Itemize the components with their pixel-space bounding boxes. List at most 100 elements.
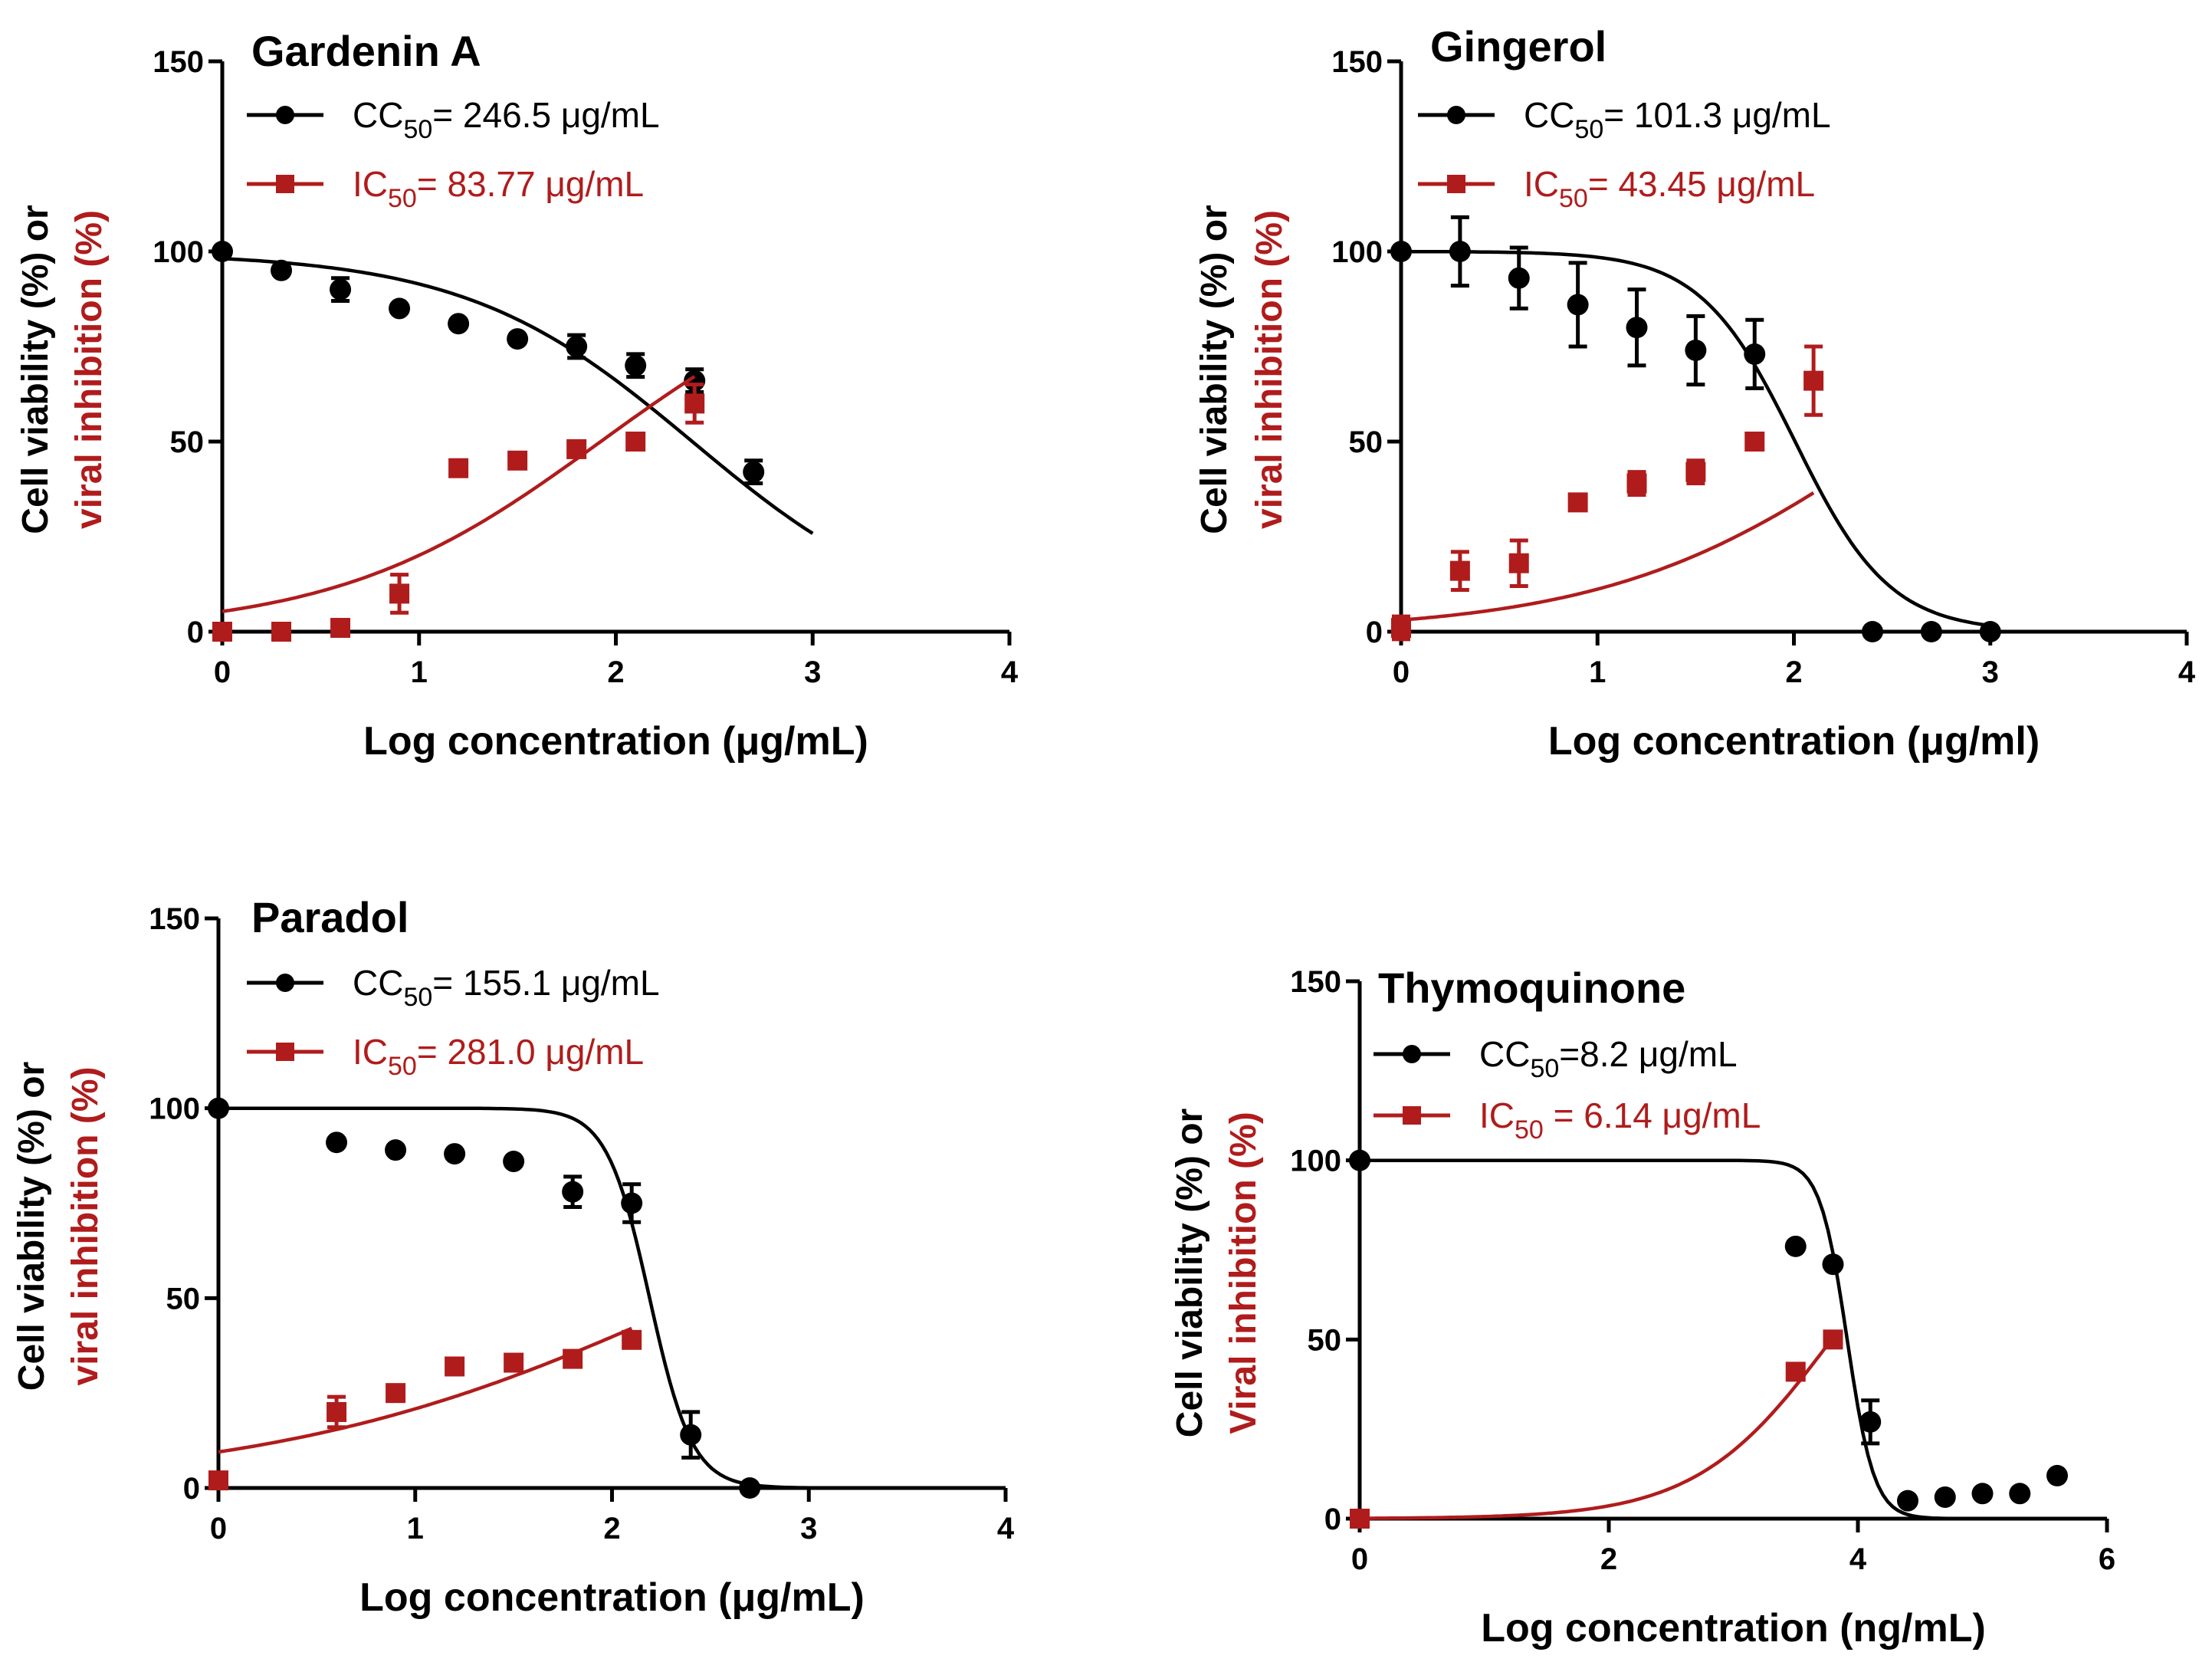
x-tick-label: 0 <box>1351 1542 1368 1576</box>
data-point-cc <box>448 313 470 335</box>
x-tick-label: 4 <box>1001 655 1019 689</box>
y-axis-label-viability: Cell viability (%) or <box>1170 1109 1210 1437</box>
y-tick-label: 50 <box>1349 425 1383 459</box>
legend-label-cc: CC50= 155.1 μg/mL <box>353 963 660 1012</box>
fit-curve-cc <box>1360 1158 2057 1521</box>
data-point-ic <box>208 1470 228 1491</box>
y-tick-label: 50 <box>166 1282 201 1315</box>
data-point-ic <box>1744 432 1765 452</box>
data-point-ic <box>625 432 646 452</box>
legend-marker-circle <box>276 974 294 992</box>
y-axis-label-inhibition: viral inhibition (%) <box>1249 210 1290 529</box>
y-tick-label: 0 <box>1324 1503 1341 1536</box>
legend-label-cc: CC50= 101.3 μg/mL <box>1524 95 1831 144</box>
data-point-cc <box>1508 267 1530 289</box>
x-axis-label: Log concentration (μg/ml) <box>1548 719 2040 764</box>
legend-label-ic: IC50 = 6.14 μg/mL <box>1479 1095 1761 1145</box>
y-tick-label: 50 <box>170 425 205 459</box>
y-tick-label: 100 <box>1290 1145 1341 1178</box>
data-point-ic <box>622 1329 642 1350</box>
data-point-ic <box>1391 618 1411 639</box>
fit-curve-cc <box>222 257 814 535</box>
data-point-cc <box>330 278 352 301</box>
data-point-cc <box>1862 621 1883 642</box>
data-point-ic <box>1508 553 1529 573</box>
chart-panel-2: 0 1 2 3 4 0 50 100 150 Gingerol Log concentration … <box>1194 22 2196 764</box>
fit-curve-ic <box>1359 1336 1835 1520</box>
y-tick-label: 0 <box>187 616 204 649</box>
chart-panel-4: 0 2 4 6 0 50 100 150 Thymoquinone Log concentrati… <box>1170 964 2115 1651</box>
y-axis-label-viability: Cell viability (%) or <box>11 1062 52 1391</box>
legend-label-ic: IC50= 83.77 μg/mL <box>353 164 644 213</box>
x-tick-label: 4 <box>2178 655 2196 689</box>
data-point-ic <box>389 583 410 604</box>
data-point-cc <box>1390 241 1412 262</box>
y-tick-label: 100 <box>149 1092 200 1126</box>
data-point-cc <box>621 1192 643 1214</box>
data-point-cc <box>2009 1483 2031 1505</box>
legend-marker-circle <box>276 106 294 124</box>
x-tick-label: 2 <box>1600 1542 1617 1576</box>
data-point-ic <box>566 438 587 459</box>
legend-marker-square <box>276 1043 294 1061</box>
fit-curve-cc <box>1401 249 1991 628</box>
data-point-ic <box>1803 370 1824 391</box>
data-point-cc <box>1626 317 1648 339</box>
fit-curve-ic <box>1400 491 1815 622</box>
data-point-ic <box>445 1356 465 1377</box>
x-tick-label: 0 <box>210 1512 227 1545</box>
data-point-cc <box>1449 241 1471 262</box>
data-point-cc <box>326 1132 348 1154</box>
y-tick-label: 100 <box>1331 235 1383 269</box>
legend-marker-circle <box>1403 1045 1421 1063</box>
x-tick-label: 0 <box>1393 655 1410 689</box>
data-point-cc <box>1744 343 1766 365</box>
fit-curve-ic <box>222 375 696 613</box>
x-tick-label: 2 <box>1785 655 1802 689</box>
data-point-cc <box>385 1139 407 1161</box>
chart-title: Thymoquinone <box>1378 964 1685 1012</box>
legend-marker-square <box>1447 175 1465 193</box>
data-point-cc <box>1971 1483 1994 1505</box>
data-point-cc <box>743 461 765 483</box>
y-tick-label: 150 <box>153 45 204 79</box>
data-point-cc <box>1934 1486 1956 1508</box>
data-point-cc <box>1920 621 1942 642</box>
data-point-cc <box>1822 1253 1844 1276</box>
y-axis-label-inhibition: viral inhibition (%) <box>69 210 110 529</box>
x-tick-label: 1 <box>407 1512 424 1545</box>
x-tick-label: 1 <box>411 655 428 689</box>
data-point-cc <box>1567 294 1589 316</box>
legend-marker-circle <box>1447 106 1465 124</box>
data-point-ic <box>1823 1329 1843 1350</box>
chart-title: Gardenin A <box>251 27 481 75</box>
data-point-cc <box>271 259 293 281</box>
x-tick-label: 0 <box>214 655 231 689</box>
y-tick-label: 100 <box>153 235 204 269</box>
data-point-ic <box>212 622 232 642</box>
data-point-cc <box>444 1143 466 1165</box>
x-tick-label: 2 <box>603 1512 620 1545</box>
data-point-cc <box>1685 339 1707 361</box>
data-point-cc <box>1859 1411 1882 1433</box>
legend-marker-square <box>1403 1106 1421 1125</box>
fit-curve-cc <box>218 1106 809 1490</box>
data-point-cc <box>566 336 588 357</box>
data-point-ic <box>1567 492 1588 513</box>
legend-marker-square <box>276 175 294 193</box>
data-point-ic <box>330 618 351 639</box>
data-point-ic <box>1785 1361 1806 1382</box>
legend-label-cc: CC50= 246.5 μg/mL <box>353 95 660 144</box>
x-axis-label: Log concentration (μg/mL) <box>359 1575 865 1620</box>
data-point-cc <box>212 241 233 262</box>
x-tick-label: 4 <box>1849 1542 1867 1576</box>
chart-panel-1: 0 1 2 3 4 0 50 100 150 Gardenin A Log concentratio… <box>15 27 1019 764</box>
data-point-ic <box>507 450 528 471</box>
data-point-cc <box>680 1424 702 1446</box>
data-point-ic <box>1449 560 1470 581</box>
x-tick-label: 4 <box>997 1512 1015 1545</box>
y-tick-label: 150 <box>1331 45 1383 79</box>
data-point-cc <box>208 1097 229 1119</box>
data-point-cc <box>1349 1149 1370 1171</box>
data-point-ic <box>1350 1509 1370 1529</box>
